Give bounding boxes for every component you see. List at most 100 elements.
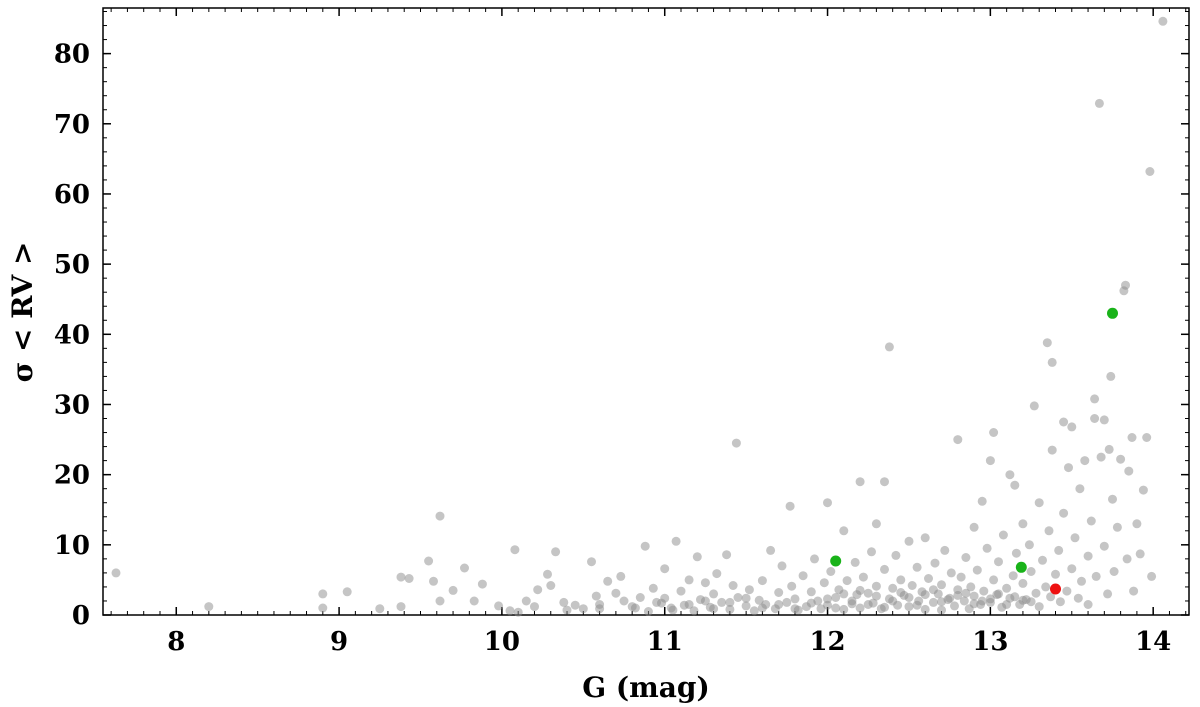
- data-point: [1067, 422, 1077, 432]
- data-point: [460, 563, 469, 573]
- y-tick-label: 70: [54, 110, 90, 140]
- data-point: [318, 603, 328, 613]
- data-point: [989, 575, 999, 585]
- data-point: [1109, 567, 1119, 576]
- data-point: [904, 593, 914, 602]
- data-point: [871, 591, 881, 601]
- plot-frame: [102, 7, 1190, 616]
- highlight-point-green: [1015, 561, 1027, 573]
- data-point: [603, 576, 613, 586]
- data-point: [1054, 545, 1064, 555]
- data-point: [806, 587, 816, 597]
- data-point: [477, 579, 487, 589]
- data-point: [819, 578, 829, 588]
- data-point: [648, 583, 658, 593]
- y-tick-label: 60: [54, 180, 90, 210]
- data-point: [1142, 433, 1152, 442]
- data-point: [1116, 454, 1126, 464]
- x-tick-label: 12: [809, 627, 845, 657]
- data-point: [643, 607, 653, 616]
- data-point: [896, 575, 906, 585]
- data-point: [1034, 498, 1044, 508]
- data-point: [912, 562, 922, 572]
- data-point: [1029, 401, 1039, 411]
- data-point: [435, 596, 445, 606]
- data-point: [888, 596, 898, 606]
- data-point: [930, 558, 940, 568]
- data-point: [396, 602, 406, 612]
- data-point: [831, 593, 841, 602]
- data-point: [979, 586, 989, 596]
- data-point: [676, 586, 686, 596]
- data-point: [940, 545, 950, 555]
- data-point: [1080, 456, 1090, 466]
- data-point: [766, 545, 776, 555]
- data-point: [640, 541, 650, 551]
- data-point: [1104, 444, 1114, 454]
- data-point: [969, 591, 979, 601]
- data-point: [1124, 466, 1134, 476]
- highlight-point-green: [1107, 307, 1118, 319]
- data-point: [424, 556, 434, 566]
- data-point: [904, 536, 914, 546]
- y-tick-label: 20: [54, 461, 90, 491]
- data-point: [1099, 541, 1109, 551]
- data-point: [850, 557, 860, 567]
- data-point: [757, 576, 767, 586]
- data-point: [880, 564, 889, 574]
- data-point: [1011, 548, 1021, 558]
- data-point: [448, 585, 458, 595]
- data-point: [375, 604, 385, 614]
- data-point: [790, 594, 800, 604]
- data-point: [728, 581, 738, 590]
- data-point: [863, 600, 873, 609]
- data-point: [961, 553, 971, 562]
- data-point: [977, 496, 987, 506]
- data-point: [494, 601, 504, 611]
- data-point: [1122, 554, 1132, 564]
- data-point: [1018, 519, 1028, 529]
- data-point: [945, 593, 955, 603]
- data-point: [546, 581, 556, 590]
- data-point: [530, 602, 539, 612]
- data-point: [985, 594, 995, 604]
- data-point: [928, 597, 938, 607]
- data-point: [1138, 485, 1148, 495]
- data-point: [867, 547, 876, 557]
- data-point: [946, 568, 956, 578]
- data-point: [570, 600, 580, 610]
- data-point: [774, 588, 784, 597]
- data-point: [1083, 600, 1093, 609]
- data-point: [966, 582, 976, 592]
- data-point: [888, 583, 898, 593]
- data-point: [1121, 280, 1130, 290]
- data-point: [733, 593, 743, 602]
- data-point: [1135, 549, 1145, 559]
- data-point: [855, 603, 865, 613]
- data-point: [700, 596, 710, 606]
- x-tick-label: 9: [330, 627, 348, 657]
- data-point: [884, 342, 894, 352]
- data-point: [1010, 480, 1020, 490]
- data-point: [985, 456, 995, 466]
- data-point: [1091, 571, 1101, 581]
- data-point: [616, 571, 626, 581]
- data-point: [1090, 394, 1100, 404]
- data-point: [798, 571, 808, 581]
- data-point: [562, 605, 572, 615]
- data-point: [969, 599, 979, 609]
- data-point: [469, 596, 479, 606]
- data-point: [842, 576, 852, 586]
- data-point: [671, 536, 681, 546]
- data-point: [660, 593, 670, 603]
- y-tick-label: 40: [54, 320, 90, 350]
- data-point: [1018, 578, 1028, 588]
- data-point: [777, 561, 787, 571]
- data-point: [709, 604, 719, 614]
- data-point: [863, 588, 873, 598]
- data-point: [1064, 463, 1073, 473]
- x-tick-label: 8: [167, 627, 185, 657]
- data-point: [722, 550, 732, 560]
- data-point: [1158, 16, 1168, 26]
- x-tick-labels: 8 9 10 11 12 13 14: [167, 627, 1171, 657]
